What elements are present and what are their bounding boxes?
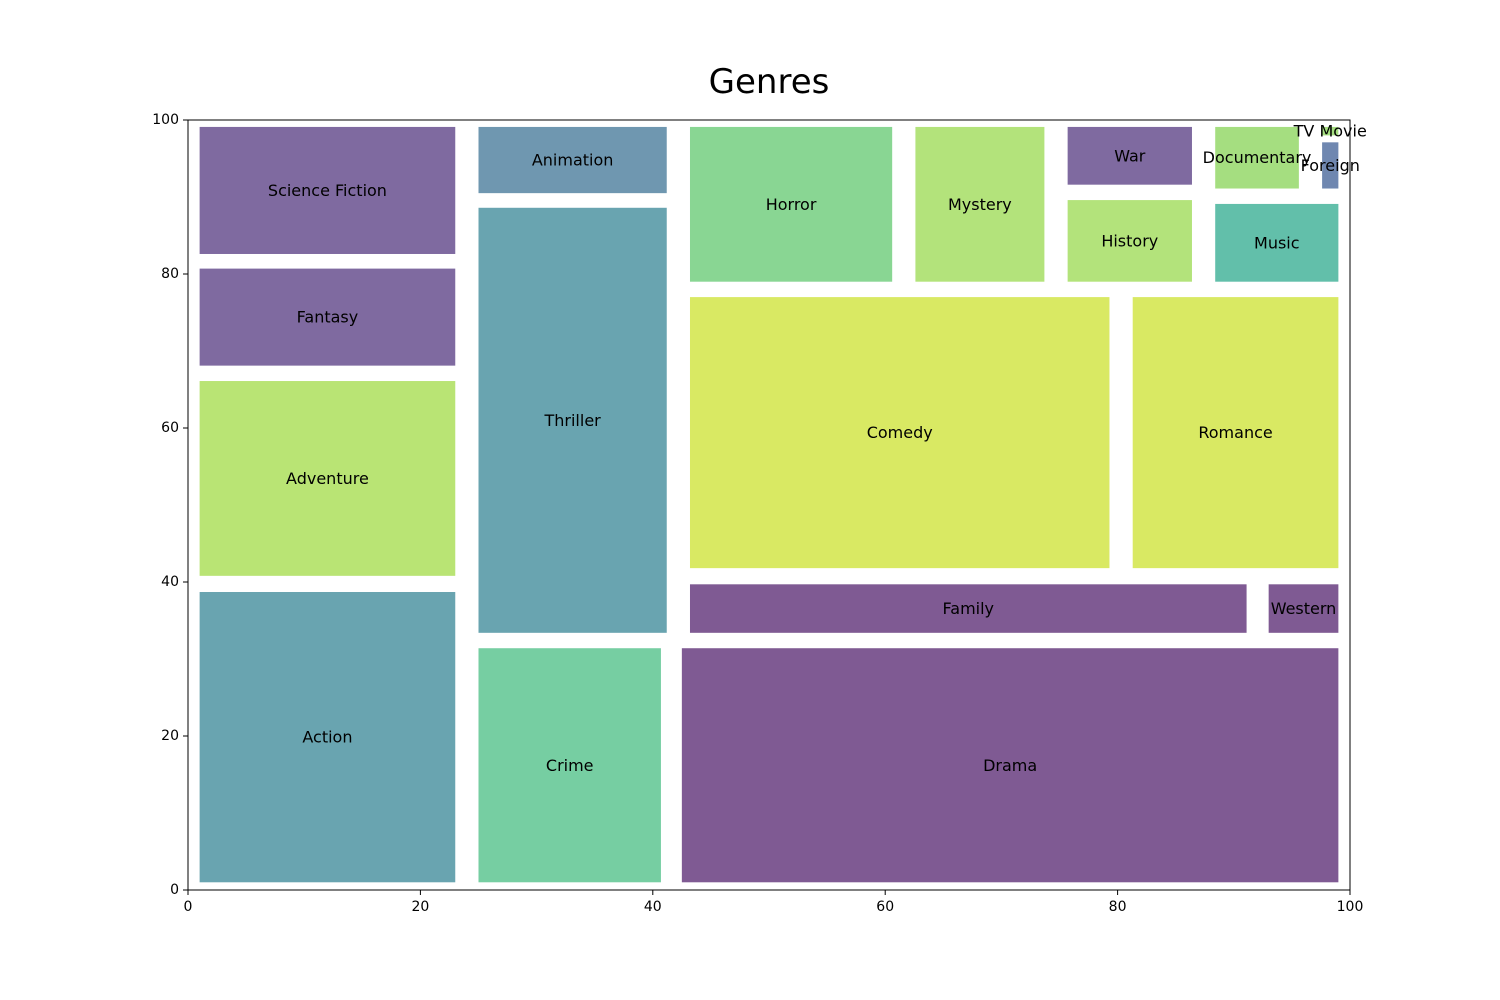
treemap-rect-war [1067, 126, 1192, 185]
treemap-label-romance: Romance [1198, 423, 1272, 442]
x-tick-label: 20 [411, 899, 429, 915]
treemap-label-foreign: Foreign [1301, 156, 1360, 175]
treemap-label-crime: Crime [546, 756, 594, 775]
x-axis: 0 20 40 60 80 100 [184, 890, 1364, 915]
x-tick-label: 0 [184, 899, 193, 915]
treemap-rect-fantasy [199, 268, 456, 366]
treemap-label-mystery: Mystery [948, 195, 1012, 214]
treemap-label-horror: Horror [766, 195, 817, 214]
x-tick-label: 40 [644, 899, 662, 915]
treemap-label-fantasy: Fantasy [297, 308, 359, 327]
treemap-label-comedy: Comedy [867, 423, 933, 442]
treemap-rect-foreign [1322, 142, 1339, 189]
chart-title: Genres [709, 62, 830, 102]
y-tick-label: 60 [161, 420, 179, 436]
x-tick-label: 80 [1109, 899, 1127, 915]
y-tick-label: 100 [152, 112, 179, 128]
treemap-rect-animation [478, 126, 667, 194]
y-tick-label: 20 [161, 728, 179, 744]
treemap-label-documentary: Documentary [1203, 148, 1312, 167]
treemap-rect-comedy [689, 297, 1110, 569]
treemap-rect-adventure [199, 381, 456, 576]
treemap-rect-music [1215, 203, 1339, 282]
treemap-rect-thriller [478, 207, 667, 633]
treemap-label-adventure: Adventure [286, 469, 369, 488]
treemap-label-tv-movie: TV Movie [1293, 122, 1367, 141]
treemap-label-music: Music [1254, 233, 1300, 252]
treemap-rect-drama [681, 648, 1339, 883]
treemap-rect-romance [1132, 297, 1339, 569]
treemap-label-thriller: Thriller [543, 411, 601, 430]
treemap-rect-horror [689, 126, 893, 282]
treemap-label-western: Western [1271, 599, 1337, 618]
treemap-rect-mystery [915, 126, 1045, 282]
treemap-rect-history [1067, 200, 1192, 282]
treemap-rect-science-fiction [199, 126, 456, 254]
treemap-label-war: War [1114, 146, 1146, 165]
treemap-rect-tv-movie [1322, 126, 1339, 136]
treemap-rect-western [1268, 584, 1339, 633]
y-tick-label: 80 [161, 266, 179, 282]
treemap-rect-documentary [1215, 126, 1299, 189]
treemap-rect-family [689, 584, 1247, 633]
y-tick-label: 40 [161, 574, 179, 590]
treemap-label-animation: Animation [532, 151, 614, 170]
treemap-rectangles [199, 126, 1339, 883]
y-tick-label: 0 [170, 882, 179, 898]
x-tick-label: 60 [876, 899, 894, 915]
treemap-label-science-fiction: Science Fiction [268, 181, 387, 200]
plot-frame [187, 119, 1351, 891]
treemap-labels: Action Adventure Fantasy Science Fiction Cri… [268, 122, 1367, 775]
y-axis: 0 20 40 60 80 100 [152, 112, 188, 898]
treemap-label-family: Family [943, 599, 994, 618]
treemap-rect-crime [478, 648, 661, 883]
treemap-label-drama: Drama [983, 756, 1037, 775]
treemap-label-action: Action [302, 728, 352, 747]
treemap-rect-action [199, 592, 456, 883]
treemap-label-history: History [1101, 231, 1158, 250]
x-tick-label: 100 [1337, 899, 1364, 915]
